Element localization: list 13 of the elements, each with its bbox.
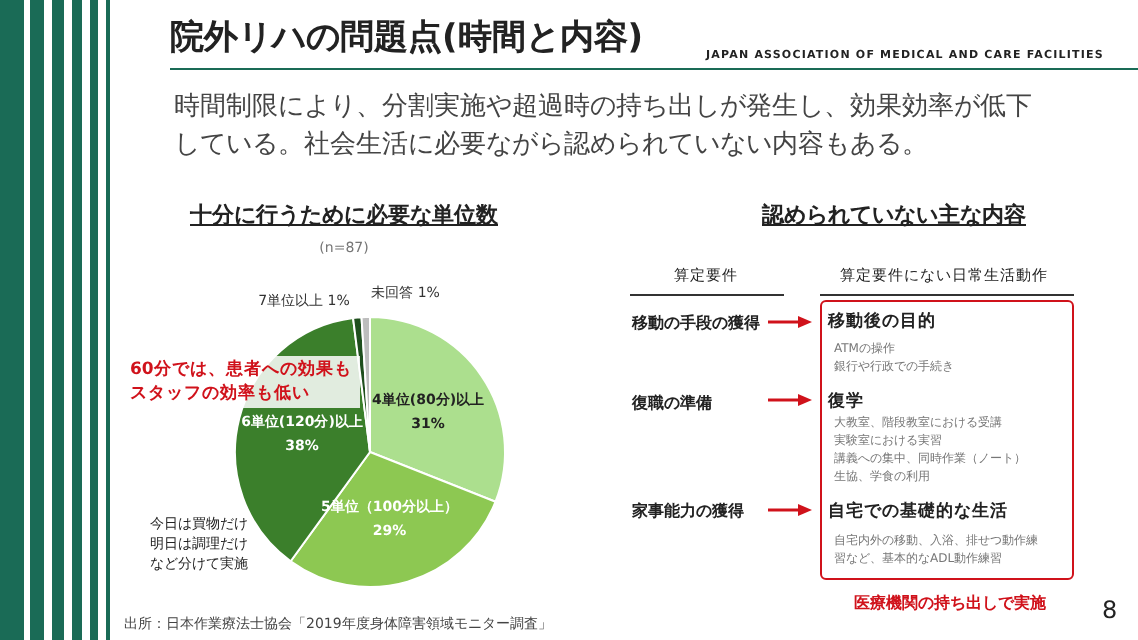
chart-title: 院外リハの問題点(時間と内容) (170, 16, 644, 60)
text: 医療機関の持ち出しで実施 (854, 592, 1046, 614)
text: 十分に行うために必要な単位数 (190, 200, 498, 230)
text: 復学 (828, 390, 864, 414)
text: 移動後の目的 (828, 310, 936, 334)
text: 自宅での基礎的な生活 (828, 500, 1008, 524)
text: 時間制限により、分割実施や超過時の持ち出しが発生し、効果効率が低下している。社会生活に必要ながら認められていない内容もある。 (174, 90, 1034, 164)
text: 8 (1102, 596, 1118, 624)
text: 復職の準備 (632, 392, 712, 414)
text: 移動の手段の獲得 (632, 312, 760, 334)
text: 60分では、患者への効果もスタッフの効率も低い (126, 356, 360, 408)
text: 認められていない主な内容 (762, 200, 1026, 230)
text: 家事能力の獲得 (632, 500, 744, 522)
